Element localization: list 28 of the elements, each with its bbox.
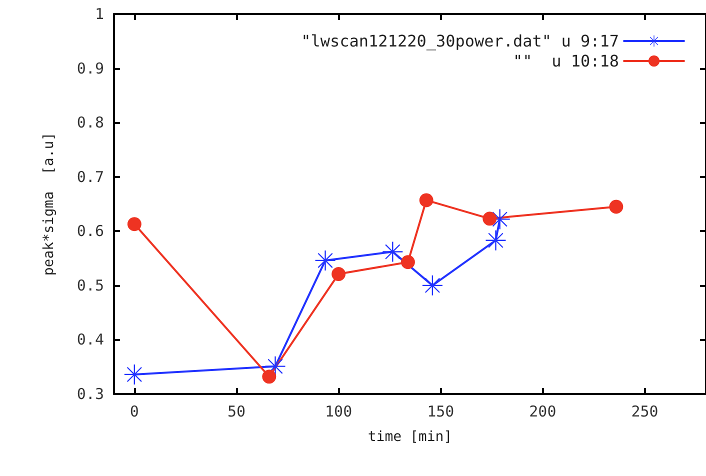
point bbox=[609, 200, 624, 214]
point bbox=[400, 255, 415, 270]
y-tick-label: 0.5 bbox=[76, 276, 104, 294]
y-tick-label: 0.9 bbox=[76, 59, 104, 78]
y-axis-title: peak*sigma [a.u] bbox=[41, 132, 57, 276]
x-tick-label: 150 bbox=[427, 402, 454, 420]
x-tick-label: 0 bbox=[130, 402, 139, 420]
y-tick-label: 0.8 bbox=[76, 114, 104, 132]
point bbox=[482, 212, 497, 226]
point bbox=[486, 230, 506, 250]
y-tick-label: 0.6 bbox=[76, 222, 104, 240]
y-tick-label: 0.3 bbox=[76, 385, 104, 403]
point bbox=[419, 193, 434, 208]
legend-label: "" u 10:18 bbox=[513, 52, 619, 70]
point bbox=[382, 242, 403, 262]
x-tick-label: 100 bbox=[325, 402, 352, 420]
x-tick-label: 200 bbox=[529, 402, 556, 420]
y-tick-label: 0.7 bbox=[76, 168, 104, 186]
x-axis-title: time [min] bbox=[368, 429, 452, 445]
y-tick-label: 0.4 bbox=[76, 330, 104, 349]
y-tick-label: 1 bbox=[94, 5, 104, 23]
x-tick-label: 250 bbox=[631, 402, 658, 420]
point bbox=[127, 217, 142, 232]
x-tick-label: 50 bbox=[227, 402, 246, 420]
point bbox=[332, 267, 346, 282]
point bbox=[262, 370, 276, 384]
point bbox=[315, 250, 336, 270]
legend-label: "lwscan121220_30power.dat" u 9:17 bbox=[301, 32, 619, 50]
